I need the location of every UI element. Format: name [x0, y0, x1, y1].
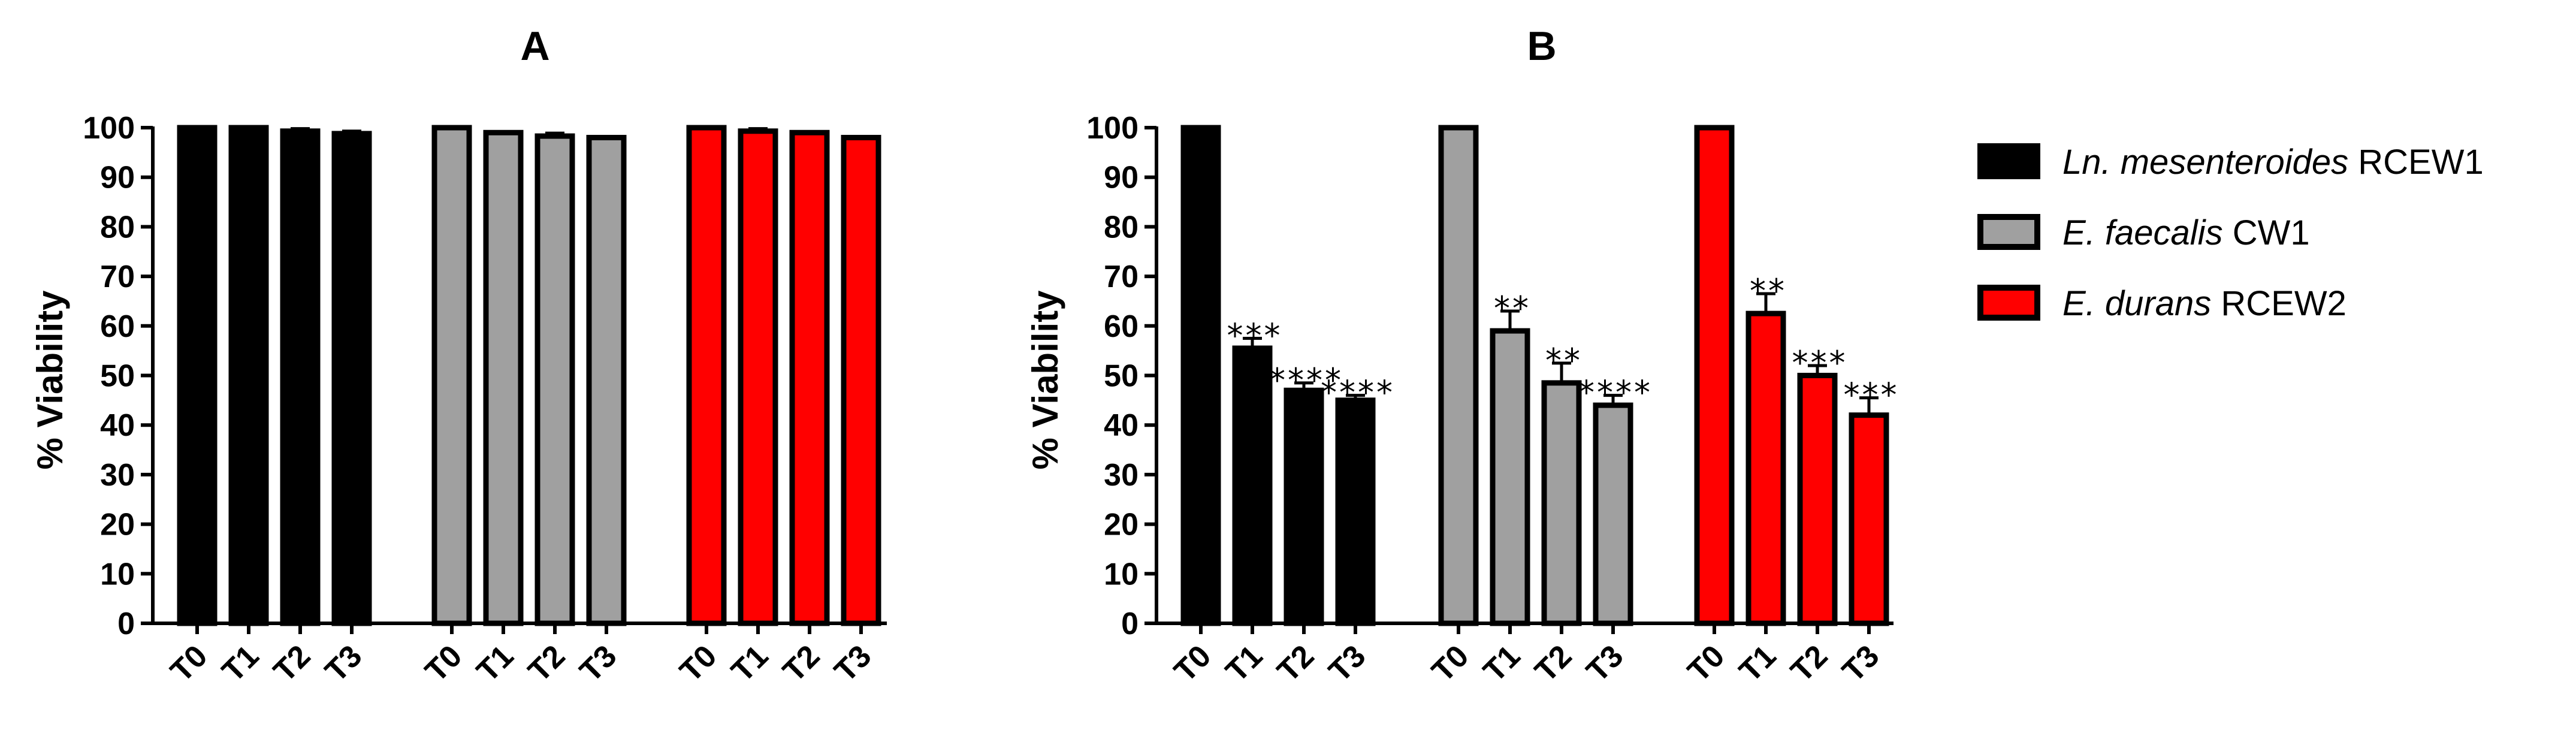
panel-b-y-tick-label: 100 — [1086, 111, 1138, 146]
panel-b-y-tick-label: 80 — [1104, 210, 1138, 245]
panel-b-x-tick-label: T0 — [1426, 638, 1476, 689]
panel-b-y-tick-label: 20 — [1104, 508, 1138, 542]
panel-a-bar — [280, 128, 321, 626]
panel-b-x-tick-label: T3 — [1836, 638, 1886, 689]
panel-a-y-axis-label: % Viability — [30, 290, 70, 470]
panel-b-bar — [1745, 310, 1786, 626]
panel-b-bar — [1284, 387, 1324, 626]
panel-b-y-tick-label: 40 — [1104, 408, 1138, 443]
legend-swatch-e-durans — [1977, 285, 2040, 321]
panel-a-y-tick-label: 20 — [100, 508, 135, 542]
panel-b-bar — [1541, 380, 1582, 626]
panel-a-y-tick-label: 30 — [100, 458, 135, 493]
panel-b-x-tick-label: T3 — [1322, 638, 1373, 689]
panel-a-x-tick-label: T0 — [419, 638, 469, 689]
panel-a-x-tick-label: T2 — [777, 638, 827, 689]
panel-b-y-tick-label: 60 — [1104, 309, 1138, 344]
panel-b-x-tick-label: T2 — [1529, 638, 1579, 689]
legend-item-e-faecalis: E. faecalis CW1 — [1977, 213, 2310, 252]
panel-a-bar — [841, 135, 881, 626]
panel-b-bar — [1335, 397, 1376, 626]
panel-a-x-tick-label: T1 — [470, 638, 521, 689]
panel-a-x-tick-label: T2 — [267, 638, 318, 689]
panel-a-y-tick-label: 100 — [83, 111, 135, 146]
panel-a-bar — [331, 131, 372, 626]
panel-b-y-axis-label: % Viability — [1025, 290, 1065, 470]
panel-b-y-tick-label: 90 — [1104, 161, 1138, 195]
panel-b-x-tick-label: T1 — [1219, 638, 1270, 689]
panel-b-bar — [1797, 373, 1838, 626]
panel-b-y-tick-label: 50 — [1104, 359, 1138, 394]
panel-b-significance-label: ** — [1545, 342, 1583, 379]
panel-a-x-tick-label: T1 — [216, 638, 266, 689]
panel-a-bar — [789, 129, 830, 626]
panel-b-y-tick-label: 70 — [1104, 260, 1138, 294]
panel-a-x-tick-label: T3 — [319, 638, 369, 689]
panel-b-significance-label: **** — [1578, 374, 1653, 412]
panel-b-x-tick-label: T2 — [1784, 638, 1835, 689]
panel-b-bars: *************************** — [1180, 125, 1899, 626]
panel-a-bar — [686, 125, 727, 626]
panel-b-x-tick-label: T0 — [1681, 638, 1732, 689]
panel-a-bar — [483, 129, 524, 626]
panel-b-bar — [1694, 125, 1735, 626]
panel-a-title: A — [520, 23, 549, 69]
panel-a-y-tick-label: 50 — [100, 359, 135, 394]
panel-a-y-tick-label: 60 — [100, 309, 135, 344]
legend-label-ln-mesenteroides: Ln. mesenteroides RCEW1 — [2062, 143, 2484, 182]
panel-a-bar — [431, 125, 472, 626]
panel-b-bar — [1593, 402, 1633, 626]
panel-b-bar — [1490, 328, 1530, 626]
panel-a-bar — [586, 135, 627, 626]
panel-a-y-tick-label: 0 — [117, 607, 135, 641]
panel-a-y-tick-label: 90 — [100, 161, 135, 195]
panel-b-x-tick-label: T0 — [1168, 638, 1218, 689]
panel-b-bar — [1180, 125, 1221, 626]
panel-a-y-tick-label: 80 — [100, 210, 135, 245]
panel-b-bar — [1232, 345, 1273, 626]
panel-a-x-tick-label: T0 — [164, 638, 215, 689]
panel-a-bar — [534, 133, 575, 626]
panel-b-y-tick-label: 10 — [1104, 557, 1138, 592]
panel-b-significance-label: ** — [1494, 289, 1531, 327]
panel-a-y-tick-label: 10 — [100, 557, 135, 592]
panel-a-y-tick-label: 70 — [100, 260, 135, 294]
legend-item-e-durans: E. durans RCEW2 — [1977, 284, 2347, 323]
legend-label-e-durans: E. durans RCEW2 — [2062, 284, 2347, 323]
panel-b-significance-label: **** — [1269, 361, 1343, 399]
panel-b-title: B — [1527, 23, 1556, 69]
panel-a-x-tick-label: T0 — [674, 638, 724, 689]
panel-b-significance-label: *** — [1227, 316, 1283, 354]
panel-a-x-tick-label: T2 — [522, 638, 572, 689]
legend-item-ln-mesenteroides: Ln. mesenteroides RCEW1 — [1977, 143, 2484, 182]
panel-a-bar — [738, 128, 778, 626]
panel-b-bar — [1438, 125, 1479, 626]
panel-a-bar — [228, 125, 269, 626]
panel-a-x-tick-label: T1 — [725, 638, 775, 689]
panel-a-x-tick-label: T3 — [828, 638, 878, 689]
legend-swatch-e-faecalis — [1977, 214, 2040, 250]
legend: Ln. mesenteroides RCEW1 E. faecalis CW1 … — [1977, 143, 2484, 323]
panel-a-y-tick-label: 40 — [100, 408, 135, 443]
panel-b-x-tick-label: T1 — [1477, 638, 1527, 689]
panel-b-y-tick-label: 0 — [1121, 607, 1138, 641]
legend-swatch-ln-mesenteroides — [1977, 143, 2040, 179]
panel-b-bar — [1849, 412, 1889, 626]
panel-b-significance-label: ** — [1750, 272, 1787, 310]
panel-b-x-tick-label: T1 — [1733, 638, 1783, 689]
panel-a-x-tick-label: T3 — [573, 638, 624, 689]
panel-b-y-tick-label: 30 — [1104, 458, 1138, 493]
legend-label-e-faecalis: E. faecalis CW1 — [2062, 213, 2310, 252]
panel-a-bar — [177, 125, 218, 626]
panel-a-bars — [177, 125, 881, 626]
panel-b-x-tick-label: T2 — [1271, 638, 1321, 689]
panel-b-significance-label: *** — [1844, 376, 1899, 414]
panel-b-significance-label: **** — [1321, 374, 1395, 412]
panel-b-significance-label: *** — [1792, 344, 1848, 382]
panel-b-x-tick-label: T3 — [1580, 638, 1630, 689]
